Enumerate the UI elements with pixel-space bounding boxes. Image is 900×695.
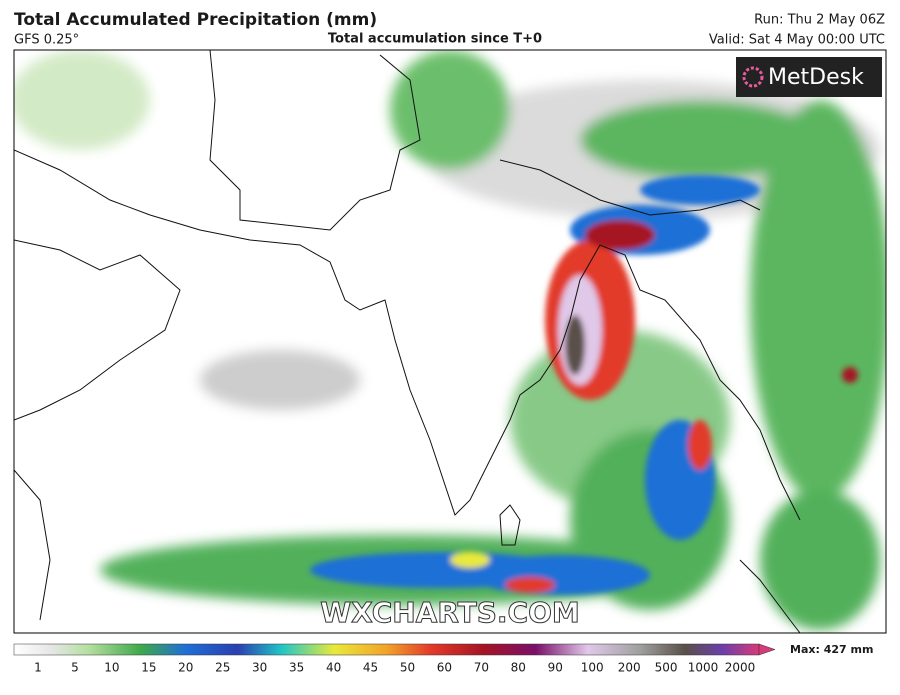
colorbar-ticks: 1 5 10 15 20 25 30 35 40 45 50 60 70 80 90 100 200 500 100…	[34, 661, 755, 675]
colorbar-tick-label: 1000	[688, 661, 719, 675]
colorbar-tick-label: 35	[289, 661, 304, 675]
colorbar-tick-label: 40	[326, 661, 341, 675]
colorbar-tick-label: 5	[71, 661, 79, 675]
colorbar-tick-label: 10	[104, 661, 119, 675]
colorbar-tick-label: 70	[474, 661, 489, 675]
colorbar-tick-label: 20	[178, 661, 193, 675]
colorbar-tick-label: 60	[437, 661, 452, 675]
colorbar-tick-label: 500	[655, 661, 678, 675]
colorbar-tick-label: 15	[141, 661, 156, 675]
colorbar-tick-label: 25	[215, 661, 230, 675]
title: Total Accumulated Precipitation (mm)	[14, 10, 377, 30]
colorbar-tick-label: 45	[363, 661, 378, 675]
valid-time: Valid: Sat 4 May 00:00 UTC	[709, 33, 885, 48]
map-frame	[13, 49, 887, 634]
map: WXCHARTS.COM MetDesk	[14, 50, 886, 633]
run-time: Run: Thu 2 May 06Z	[754, 13, 885, 28]
colorbar-tick-label: 90	[548, 661, 563, 675]
colorbar-tick-label: 200	[618, 661, 641, 675]
colorbar-tick-label: 2000	[725, 661, 756, 675]
max-label: Max: 427 mm	[790, 643, 873, 656]
logo: MetDesk	[768, 65, 864, 90]
colorbar-tick-label: 50	[400, 661, 415, 675]
colorbar-tick-label: 30	[252, 661, 267, 675]
colorbar	[13, 643, 776, 656]
colorbar-tick-label: 100	[581, 661, 604, 675]
subtitle: Total accumulation since T+0	[328, 32, 542, 47]
watermark: WXCHARTS.COM	[320, 596, 580, 629]
model: GFS 0.25°	[14, 33, 79, 48]
colorbar-tick-label: 80	[511, 661, 526, 675]
colorbar-tick-label: 1	[34, 661, 42, 675]
logo-box	[736, 57, 882, 97]
